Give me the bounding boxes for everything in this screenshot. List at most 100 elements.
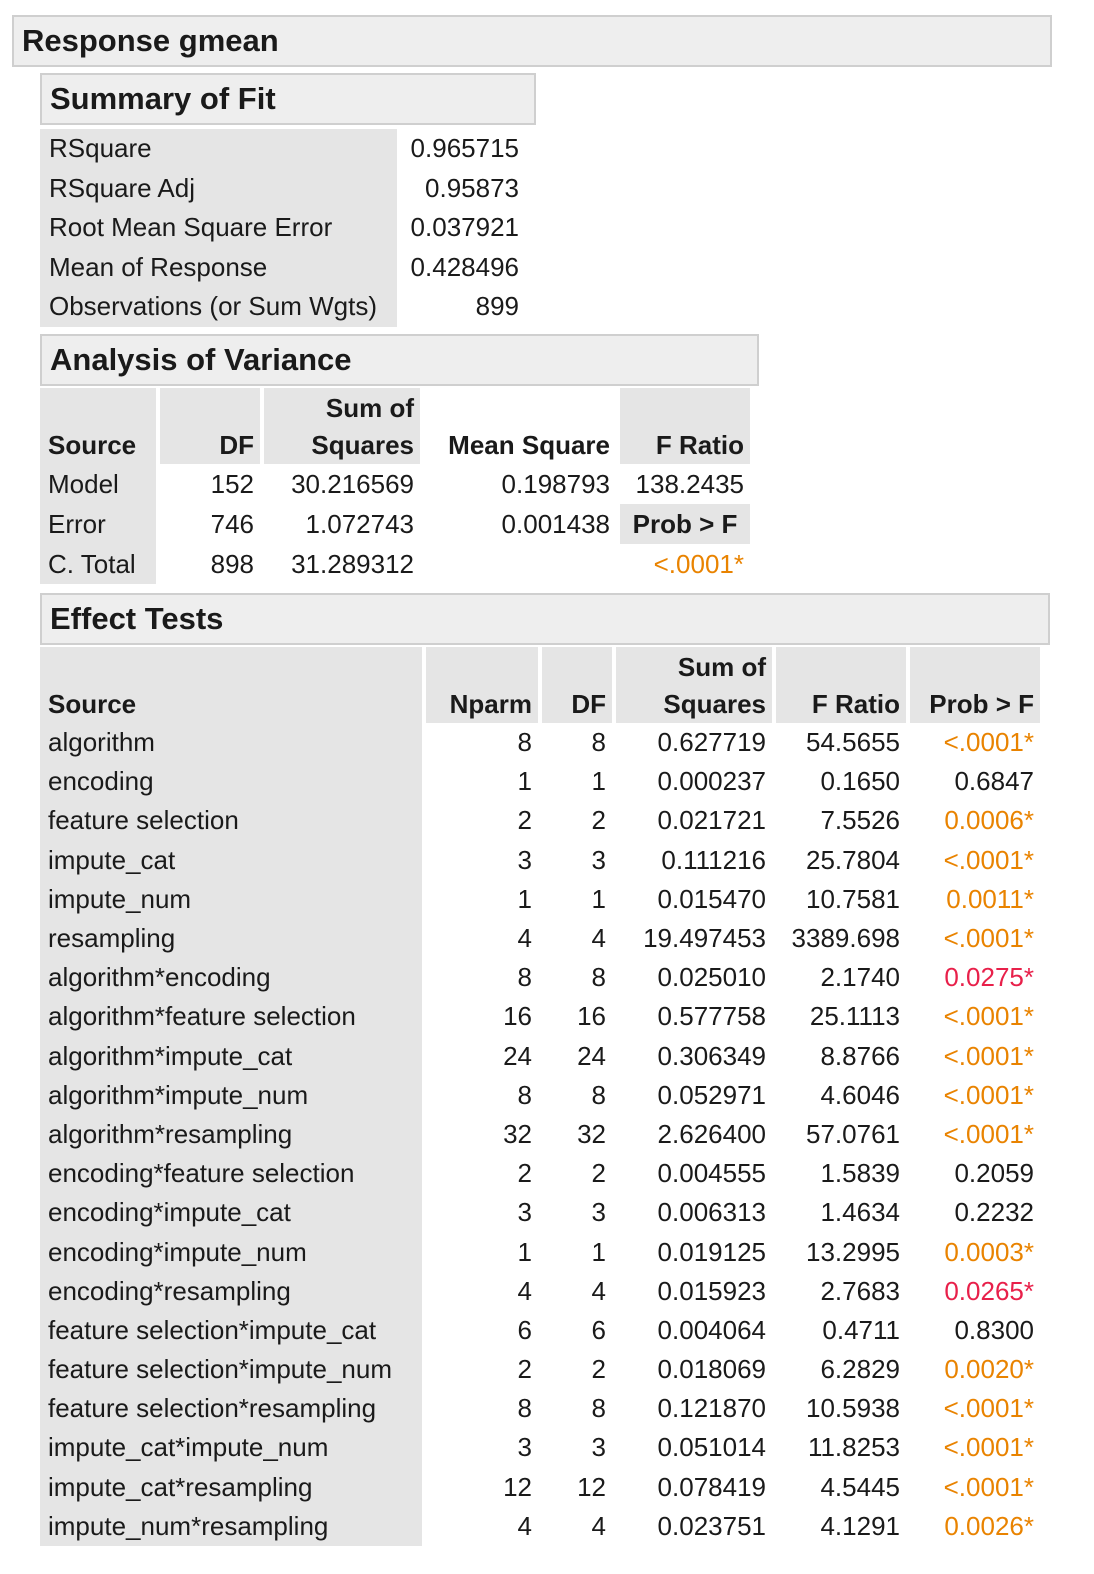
effect-prob: <.0001* bbox=[943, 1079, 1034, 1110]
summary-of-fit-header[interactable]: Summary of Fit bbox=[40, 73, 536, 125]
effect-ss: 0.306349 bbox=[657, 1040, 766, 1071]
effect-row: algorithm*resampling 32 32 2.626400 57.0761 <… bbox=[40, 1114, 1040, 1155]
effect-ss: 0.577758 bbox=[657, 1001, 766, 1032]
anova-col-f[interactable]: F Ratio bbox=[620, 388, 750, 464]
fit-row: RSquare Adj 0.95873 bbox=[40, 168, 525, 208]
fit-row: Observations (or Sum Wgts) 899 bbox=[40, 287, 525, 327]
effect-ss: 19.497453 bbox=[643, 923, 766, 954]
effect-prob: <.0001* bbox=[943, 1393, 1034, 1424]
effect-source: resampling bbox=[40, 918, 422, 959]
fit-value: 899 bbox=[475, 291, 519, 322]
fit-label: RSquare Adj bbox=[40, 168, 397, 208]
anova-header[interactable]: Analysis of Variance bbox=[40, 334, 759, 386]
fit-value: 0.037921 bbox=[410, 212, 519, 243]
effect-df: 24 bbox=[577, 1040, 606, 1071]
effect-nparm: 4 bbox=[517, 1510, 532, 1541]
effect-row: algorithm*impute_cat 24 24 0.306349 8.8766 <.… bbox=[40, 1036, 1040, 1076]
effect-ss: 2.626400 bbox=[657, 1118, 766, 1149]
effect-nparm: 8 bbox=[517, 1079, 532, 1110]
anova-col-ms[interactable]: Mean Square bbox=[420, 388, 616, 464]
effect-source: encoding bbox=[40, 762, 422, 802]
effect-nparm: 3 bbox=[517, 1197, 532, 1228]
effect-tests-header[interactable]: Effect Tests bbox=[40, 593, 1050, 645]
anova-title: Analysis of Variance bbox=[50, 342, 352, 377]
effect-row: impute_cat*impute_num 3 3 0.051014 11.8253 <.… bbox=[40, 1428, 1040, 1468]
effect-df: 1 bbox=[591, 883, 606, 914]
anova-source: Model bbox=[40, 464, 156, 504]
effect-source: feature selection*impute_cat bbox=[40, 1310, 422, 1350]
effect-col-nparm[interactable]: Nparm bbox=[426, 647, 538, 723]
effect-source: impute_cat*impute_num bbox=[40, 1428, 422, 1468]
effect-f: 57.0761 bbox=[806, 1118, 900, 1149]
effect-f: 8.8766 bbox=[820, 1040, 900, 1071]
effect-nparm: 24 bbox=[503, 1040, 532, 1071]
effect-nparm: 4 bbox=[517, 1275, 532, 1306]
effect-row: impute_cat 3 3 0.111216 25.7804 <.0001* bbox=[40, 840, 1040, 880]
fit-label: Observations (or Sum Wgts) bbox=[40, 287, 397, 327]
effect-source: encoding*impute_num bbox=[40, 1232, 422, 1272]
effect-f: 4.5445 bbox=[820, 1471, 900, 1502]
anova-col-ss[interactable]: Sum of Squares bbox=[264, 388, 420, 464]
effect-prob: <.0001* bbox=[943, 1471, 1034, 1502]
effect-df: 1 bbox=[591, 766, 606, 797]
effect-prob: <.0001* bbox=[943, 727, 1034, 758]
effect-col-df[interactable]: DF bbox=[542, 647, 612, 723]
effect-source: encoding*resampling bbox=[40, 1271, 422, 1311]
effect-f: 25.7804 bbox=[806, 844, 900, 875]
effect-nparm: 3 bbox=[517, 1432, 532, 1463]
effect-f: 0.4711 bbox=[822, 1314, 900, 1345]
response-title-text: Response gmean bbox=[22, 23, 279, 58]
effect-prob: <.0001* bbox=[943, 1118, 1034, 1149]
effect-ss: 0.627719 bbox=[657, 727, 766, 758]
effect-row: encoding*impute_cat 3 3 0.006313 1.4634 0.223… bbox=[40, 1193, 1040, 1233]
effect-prob: <.0001* bbox=[943, 844, 1034, 875]
effect-f: 4.1291 bbox=[820, 1510, 900, 1541]
effect-source: encoding*feature selection bbox=[40, 1154, 422, 1194]
effect-df: 2 bbox=[591, 805, 606, 836]
effect-ss: 0.111216 bbox=[661, 844, 766, 875]
anova-df: 746 bbox=[210, 508, 254, 539]
effect-nparm: 8 bbox=[517, 962, 532, 993]
anova-table: Source DF Sum of Squares Mean Square F Ra… bbox=[40, 388, 750, 584]
fit-value: 0.965715 bbox=[410, 133, 519, 164]
effect-nparm: 4 bbox=[517, 923, 532, 954]
effect-col-prob[interactable]: Prob > F bbox=[910, 647, 1040, 723]
effect-nparm: 1 bbox=[517, 883, 532, 914]
effect-nparm: 8 bbox=[517, 1393, 532, 1424]
effect-f: 10.7581 bbox=[806, 883, 900, 914]
effect-df: 16 bbox=[577, 1001, 606, 1032]
effect-prob: <.0001* bbox=[943, 1001, 1034, 1032]
anova-col-df[interactable]: DF bbox=[160, 388, 260, 464]
fit-row: RSquare 0.965715 bbox=[40, 129, 525, 169]
effect-row: encoding*feature selection 2 2 0.004555 1.58… bbox=[40, 1154, 1040, 1194]
effect-df: 32 bbox=[577, 1118, 606, 1149]
anova-ss: 30.216569 bbox=[291, 468, 414, 499]
effect-source: feature selection*impute_num bbox=[40, 1350, 422, 1390]
effect-col-source[interactable]: Source bbox=[40, 647, 422, 723]
effect-ss: 0.121870 bbox=[657, 1393, 766, 1424]
effect-source: algorithm*impute_num bbox=[40, 1075, 422, 1115]
effect-f: 13.2995 bbox=[806, 1236, 900, 1267]
effect-prob: <.0001* bbox=[943, 1432, 1034, 1463]
effect-df: 6 bbox=[591, 1314, 606, 1345]
effect-nparm: 32 bbox=[503, 1118, 532, 1149]
anova-ss: 31.289312 bbox=[291, 548, 414, 579]
effect-row: encoding*resampling 4 4 0.015923 2.7683 0.026… bbox=[40, 1271, 1040, 1311]
effect-prob: 0.0006* bbox=[944, 805, 1034, 836]
anova-ms bbox=[420, 544, 616, 584]
effect-prob: 0.0011* bbox=[946, 883, 1034, 914]
effect-nparm: 12 bbox=[503, 1471, 532, 1502]
anova-row: Error 746 1.072743 0.001438 Prob > F bbox=[40, 504, 750, 544]
effect-f: 0.1650 bbox=[820, 766, 900, 797]
effect-row: impute_num*resampling 4 4 0.023751 4.1291 0.0… bbox=[40, 1506, 1040, 1546]
effect-nparm: 2 bbox=[517, 805, 532, 836]
effect-ss: 0.015470 bbox=[657, 883, 766, 914]
effect-col-ss[interactable]: Sum of Squares bbox=[616, 647, 772, 723]
effect-ss: 0.078419 bbox=[657, 1471, 766, 1502]
fit-label: Mean of Response bbox=[40, 247, 397, 287]
effect-source: impute_cat bbox=[40, 840, 422, 880]
effect-col-f[interactable]: F Ratio bbox=[776, 647, 906, 723]
effect-prob: 0.0275* bbox=[944, 962, 1034, 993]
anova-col-source[interactable]: Source bbox=[40, 388, 156, 464]
effect-row: algorithm 8 8 0.627719 54.5655 <.0001* bbox=[40, 723, 1040, 763]
